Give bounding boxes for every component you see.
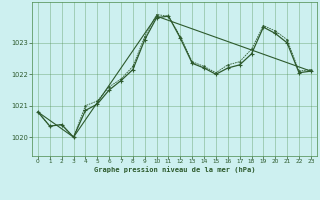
X-axis label: Graphe pression niveau de la mer (hPa): Graphe pression niveau de la mer (hPa) [94, 167, 255, 173]
